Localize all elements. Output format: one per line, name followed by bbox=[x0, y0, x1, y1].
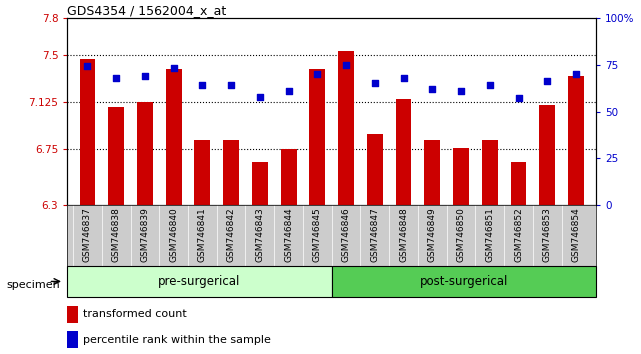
Bar bbox=[137, 102, 153, 205]
Text: GSM746851: GSM746851 bbox=[485, 207, 494, 262]
Text: GSM746844: GSM746844 bbox=[284, 207, 293, 262]
Bar bbox=[166, 69, 181, 205]
Point bbox=[82, 64, 92, 69]
Point bbox=[456, 88, 466, 94]
Point bbox=[571, 71, 581, 77]
Text: GSM746838: GSM746838 bbox=[112, 207, 121, 262]
Bar bbox=[424, 140, 440, 205]
Bar bbox=[194, 140, 210, 205]
Point bbox=[283, 88, 294, 94]
Point bbox=[140, 73, 150, 79]
Point bbox=[399, 75, 409, 81]
Bar bbox=[223, 140, 239, 205]
Text: GSM746839: GSM746839 bbox=[140, 207, 149, 262]
Point bbox=[312, 71, 322, 77]
Text: pre-surgerical: pre-surgerical bbox=[158, 275, 241, 288]
Bar bbox=[395, 99, 412, 205]
Text: GSM746848: GSM746848 bbox=[399, 207, 408, 262]
Text: GSM746845: GSM746845 bbox=[313, 207, 322, 262]
Point bbox=[111, 75, 121, 81]
Text: GSM746840: GSM746840 bbox=[169, 207, 178, 262]
Text: GSM746853: GSM746853 bbox=[543, 207, 552, 262]
Text: GDS4354 / 1562004_x_at: GDS4354 / 1562004_x_at bbox=[67, 4, 226, 17]
Text: GSM746846: GSM746846 bbox=[342, 207, 351, 262]
Bar bbox=[453, 148, 469, 205]
Point bbox=[341, 62, 351, 68]
Bar bbox=[67, 331, 78, 348]
Text: GSM746852: GSM746852 bbox=[514, 207, 523, 262]
Text: GSM746847: GSM746847 bbox=[370, 207, 379, 262]
Text: GSM746849: GSM746849 bbox=[428, 207, 437, 262]
Text: GSM746843: GSM746843 bbox=[255, 207, 264, 262]
Bar bbox=[108, 107, 124, 205]
Text: transformed count: transformed count bbox=[83, 309, 187, 319]
Bar bbox=[367, 134, 383, 205]
Text: percentile rank within the sample: percentile rank within the sample bbox=[83, 335, 271, 345]
Bar bbox=[67, 306, 78, 323]
Point bbox=[254, 94, 265, 99]
Bar bbox=[338, 51, 354, 205]
Point bbox=[513, 96, 524, 101]
Point bbox=[485, 82, 495, 88]
Text: GSM746850: GSM746850 bbox=[456, 207, 465, 262]
Text: GSM746854: GSM746854 bbox=[572, 207, 581, 262]
Text: GSM746837: GSM746837 bbox=[83, 207, 92, 262]
Text: GSM746842: GSM746842 bbox=[227, 207, 236, 262]
Point bbox=[169, 65, 179, 71]
Bar bbox=[281, 149, 297, 205]
Bar bbox=[482, 140, 497, 205]
Bar bbox=[511, 161, 526, 205]
Bar bbox=[332, 266, 596, 297]
Text: GSM746841: GSM746841 bbox=[198, 207, 207, 262]
Text: post-surgerical: post-surgerical bbox=[420, 275, 508, 288]
Point bbox=[226, 82, 237, 88]
Point bbox=[542, 79, 553, 84]
Text: specimen: specimen bbox=[6, 280, 60, 290]
Point bbox=[427, 86, 437, 92]
Bar bbox=[310, 69, 325, 205]
Point bbox=[197, 82, 208, 88]
Bar bbox=[539, 105, 555, 205]
Bar bbox=[79, 59, 96, 205]
Point bbox=[370, 80, 380, 86]
Bar bbox=[252, 161, 268, 205]
Bar bbox=[568, 76, 584, 205]
Bar bbox=[67, 266, 332, 297]
